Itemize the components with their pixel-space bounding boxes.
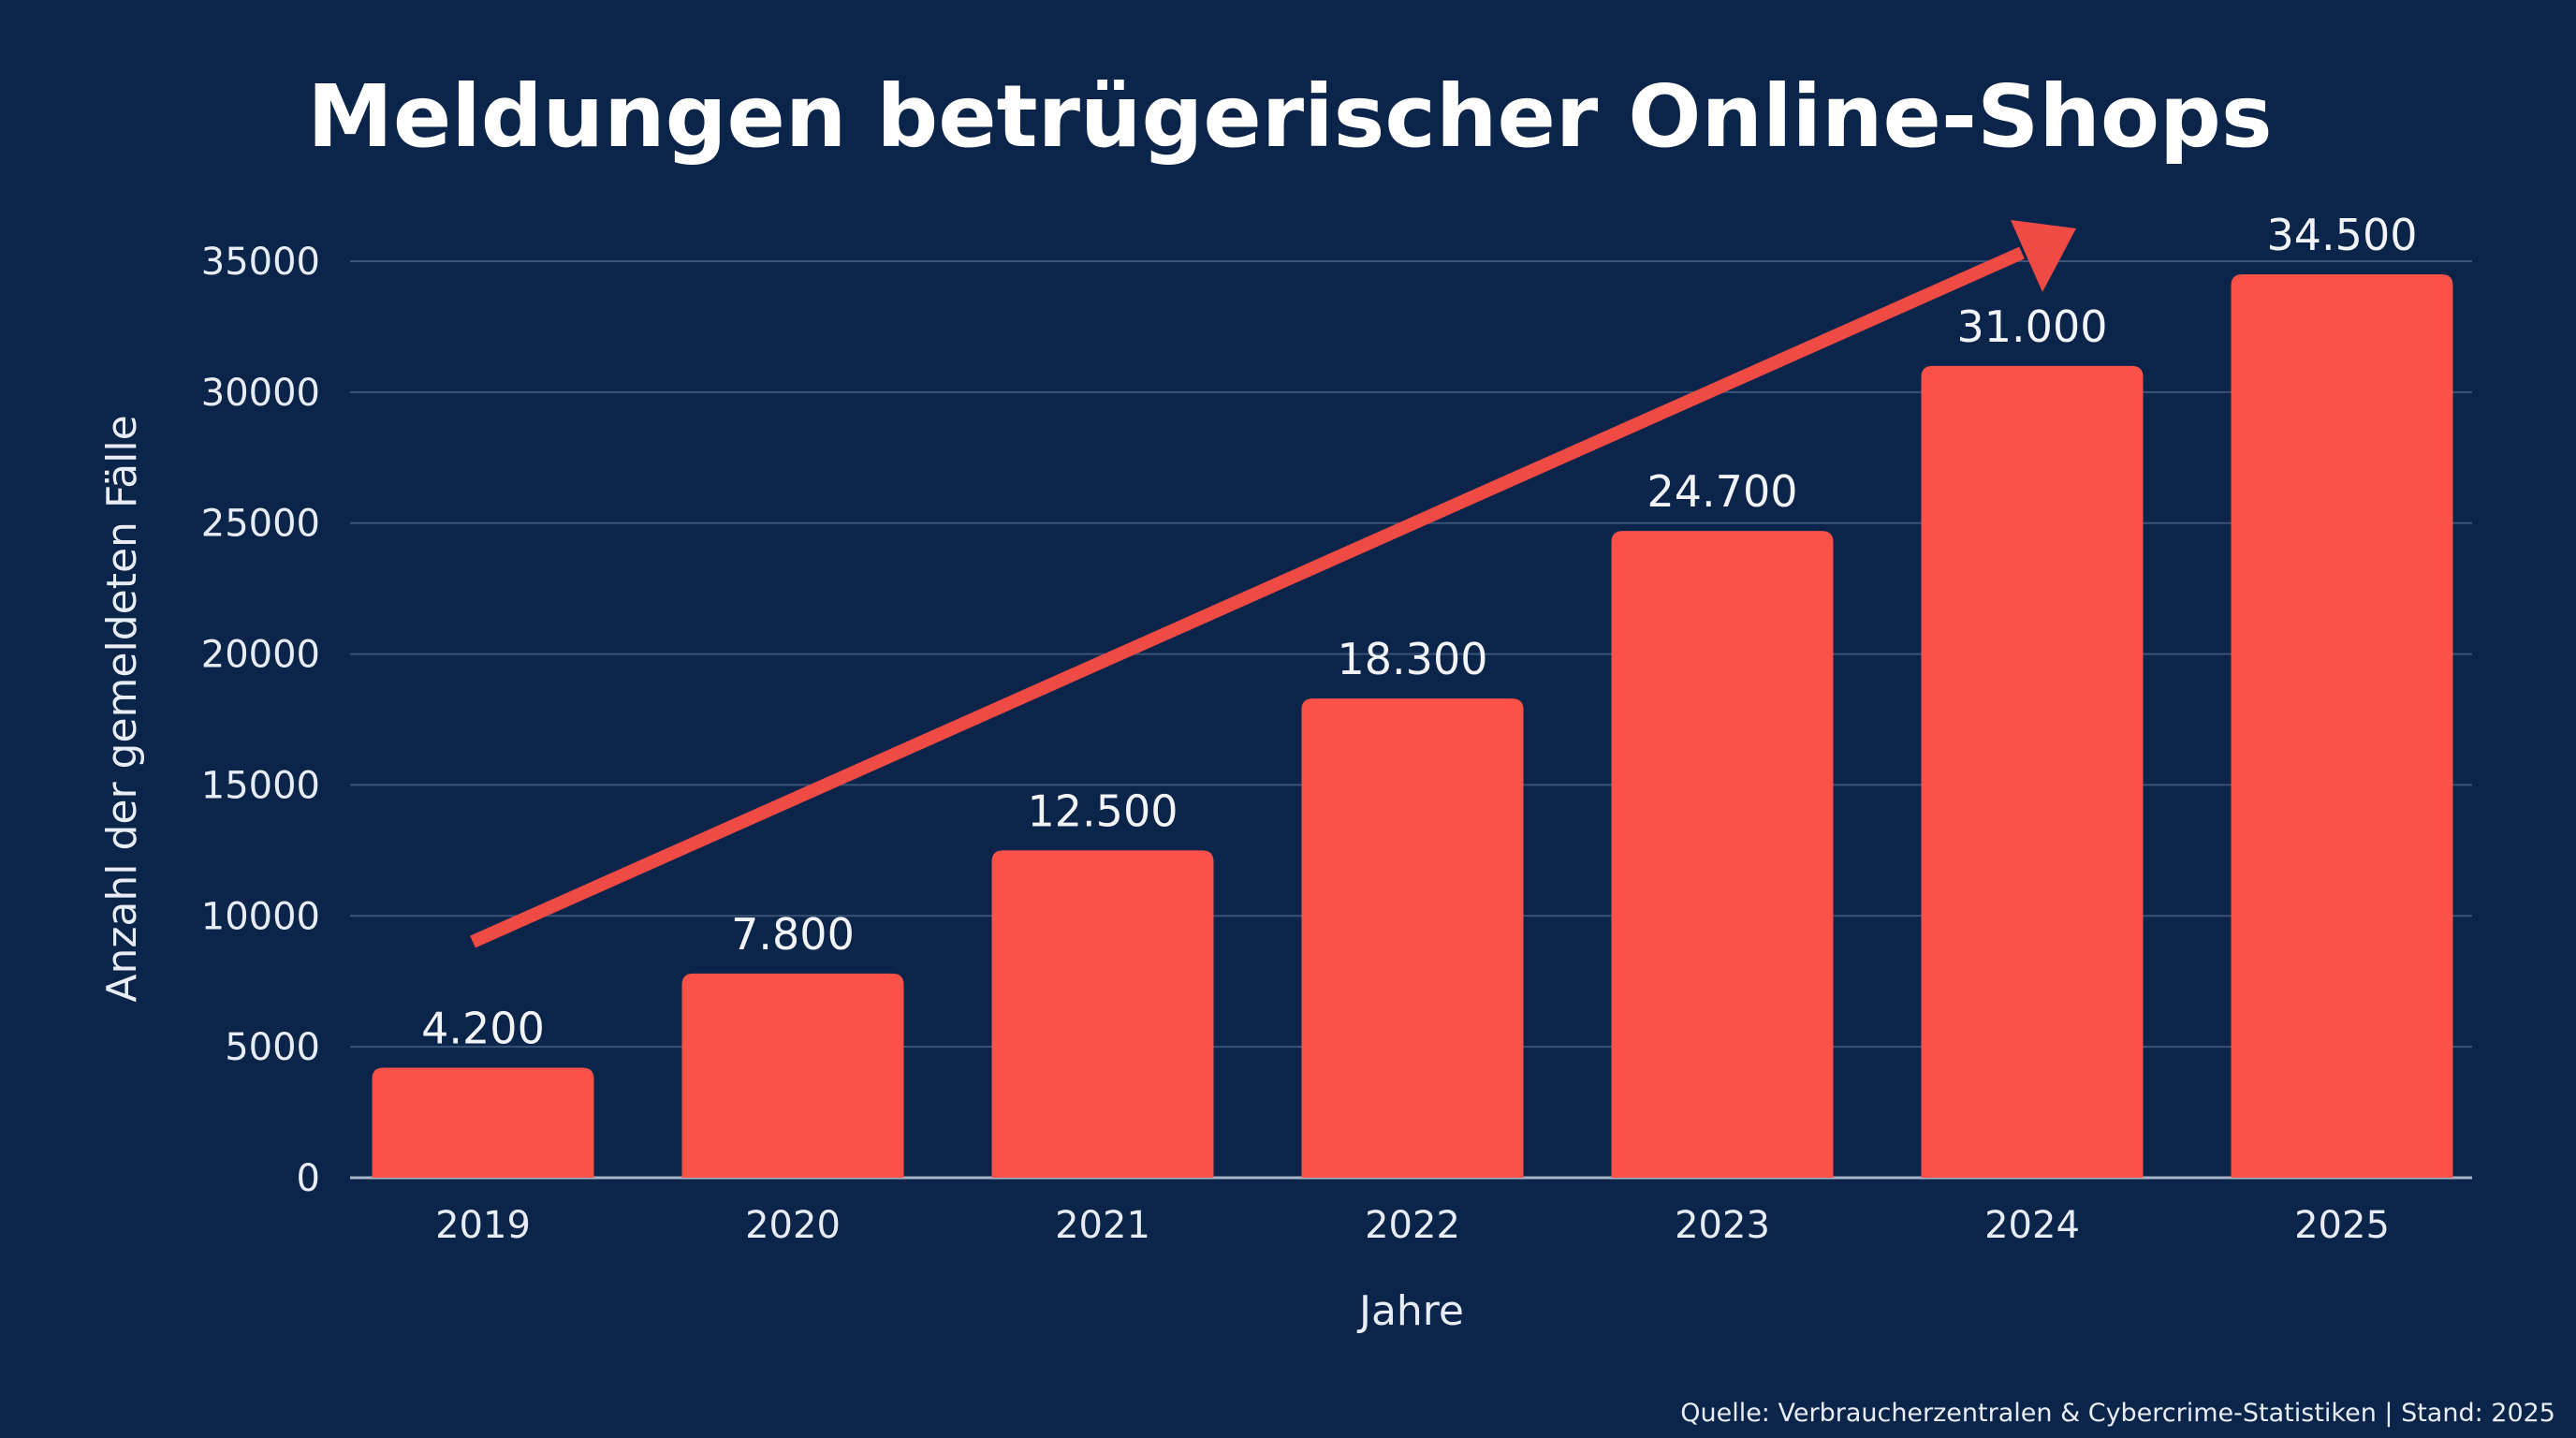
y-tick-label: 35000 xyxy=(201,241,320,284)
data-label: 18.300 xyxy=(1338,634,1488,684)
y-tick-label: 30000 xyxy=(201,372,320,415)
y-axis-ticks: 0 5000 10000 15000 20000 25000 30000 35000 xyxy=(201,241,320,1200)
data-labels: 4.200 7.800 12.500 18.300 24.700 31.000 34.500 xyxy=(421,210,2417,1054)
y-tick-label: 5000 xyxy=(225,1026,320,1069)
bar-2020 xyxy=(681,973,904,1178)
x-axis-ticks: 2019 2020 2021 2022 2023 2024 2025 xyxy=(435,1204,2390,1247)
x-tick-label: 2025 xyxy=(2294,1204,2390,1247)
bar-2023 xyxy=(1611,531,1834,1178)
bar-2021 xyxy=(991,850,1214,1178)
x-tick-label: 2022 xyxy=(1365,1204,1460,1247)
bar-2019 xyxy=(372,1067,594,1178)
data-label: 24.700 xyxy=(1647,466,1798,517)
x-tick-label: 2024 xyxy=(1984,1204,2080,1247)
data-label: 4.200 xyxy=(421,1004,545,1054)
arrow-shaft xyxy=(470,246,2025,948)
data-label: 12.500 xyxy=(1028,785,1178,836)
arrow-head xyxy=(2011,220,2076,292)
bar-2022 xyxy=(1301,698,1524,1178)
y-axis-title: Anzahl der gemeldeten Fälle xyxy=(98,415,146,1002)
y-tick-label: 20000 xyxy=(201,634,320,677)
x-axis-title: Jahre xyxy=(1356,1287,1464,1335)
bar-2024 xyxy=(1921,365,2144,1178)
chart-title: Meldungen betrügerischer Online-Shops xyxy=(307,66,2272,167)
x-tick-label: 2023 xyxy=(1675,1204,1770,1247)
bar-2025 xyxy=(2231,273,2453,1178)
y-tick-label: 0 xyxy=(297,1157,320,1200)
data-label: 34.500 xyxy=(2267,210,2418,260)
y-tick-label: 15000 xyxy=(201,764,320,807)
data-label: 31.000 xyxy=(1957,301,2108,352)
x-tick-label: 2020 xyxy=(745,1204,841,1247)
source-note: Quelle: Verbraucherzentralen & Cybercrim… xyxy=(1680,1399,2555,1428)
x-tick-label: 2019 xyxy=(435,1204,531,1247)
bars xyxy=(372,273,2453,1178)
data-label: 7.800 xyxy=(731,909,855,960)
y-tick-label: 25000 xyxy=(201,503,320,546)
y-tick-label: 10000 xyxy=(201,895,320,938)
x-tick-label: 2021 xyxy=(1055,1204,1150,1247)
trend-arrow xyxy=(470,220,2076,948)
